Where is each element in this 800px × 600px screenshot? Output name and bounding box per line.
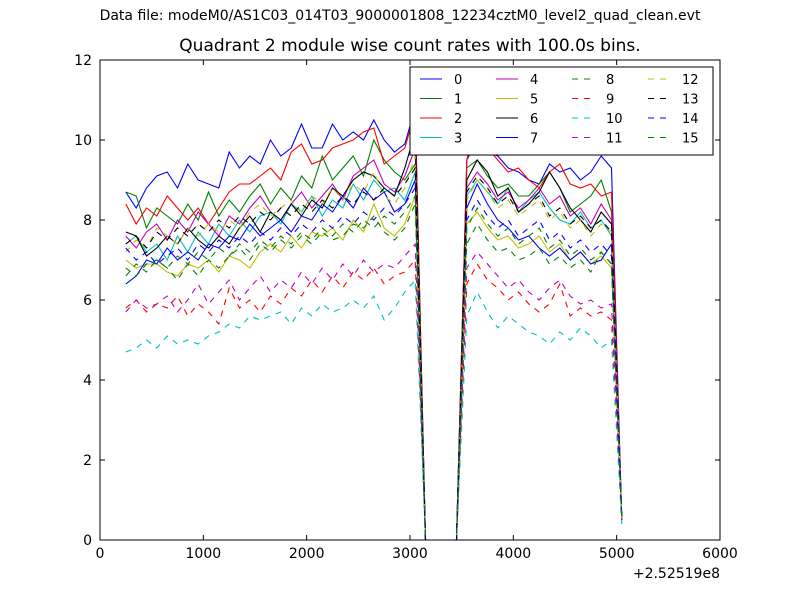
legend-label-5: 5 xyxy=(530,93,538,108)
legend-label-3: 3 xyxy=(454,132,462,147)
figure-suptitle: Data file: modeM0/AS1C03_014T03_90000018… xyxy=(99,8,701,24)
series-line-3 xyxy=(125,171,623,540)
legend-label-2: 2 xyxy=(454,112,462,127)
legend-label-13: 13 xyxy=(682,93,699,108)
legend-label-14: 14 xyxy=(682,112,699,127)
y-tick-label: 8 xyxy=(83,213,92,229)
chart-title: Quadrant 2 module wise count rates with … xyxy=(179,36,641,56)
series-line-14 xyxy=(125,186,623,540)
series-line-9 xyxy=(125,258,623,540)
legend-label-12: 12 xyxy=(682,73,699,88)
y-tick-label: 12 xyxy=(74,53,92,69)
series-line-6 xyxy=(125,131,623,540)
series-line-0 xyxy=(125,107,623,540)
legend-box xyxy=(409,66,714,156)
x-tick-label: 1000 xyxy=(186,546,222,562)
y-tick-label: 4 xyxy=(83,373,92,389)
legend-label-11: 11 xyxy=(606,132,623,147)
series-line-10 xyxy=(125,278,623,540)
legend-label-4: 4 xyxy=(530,73,538,88)
legend-label-0: 0 xyxy=(454,73,462,88)
series-group xyxy=(125,107,623,540)
x-tick-label: 5000 xyxy=(599,546,635,562)
series-line-5 xyxy=(125,195,623,540)
series-line-8 xyxy=(125,203,623,540)
series-line-12 xyxy=(125,155,623,540)
x-tick-label: 2000 xyxy=(289,546,325,562)
x-tick-label: 0 xyxy=(96,546,105,562)
legend-label-9: 9 xyxy=(606,93,614,108)
x-tick-label: 6000 xyxy=(702,546,738,562)
y-tick-label: 10 xyxy=(74,133,92,149)
series-line-1 xyxy=(125,138,623,540)
y-tick-label: 0 xyxy=(83,533,92,549)
y-tick-label: 2 xyxy=(83,453,92,469)
legend-label-10: 10 xyxy=(606,112,623,127)
legend-label-7: 7 xyxy=(530,132,538,147)
x-tick-label: 4000 xyxy=(496,546,532,562)
series-line-4 xyxy=(125,147,623,540)
legend-label-6: 6 xyxy=(530,112,538,127)
y-tick-label: 6 xyxy=(83,293,92,309)
legend-label-1: 1 xyxy=(454,93,462,108)
x-tick-label: 3000 xyxy=(392,546,428,562)
series-line-13 xyxy=(125,166,623,540)
legend-label-15: 15 xyxy=(682,132,699,147)
series-line-15 xyxy=(125,194,623,540)
x-offset-label: +2.52519e8 xyxy=(633,566,720,582)
series-line-11 xyxy=(125,242,623,540)
legend-label-8: 8 xyxy=(606,73,614,88)
